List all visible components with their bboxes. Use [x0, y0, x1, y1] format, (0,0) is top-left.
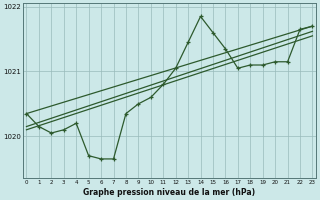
X-axis label: Graphe pression niveau de la mer (hPa): Graphe pression niveau de la mer (hPa)	[84, 188, 256, 197]
